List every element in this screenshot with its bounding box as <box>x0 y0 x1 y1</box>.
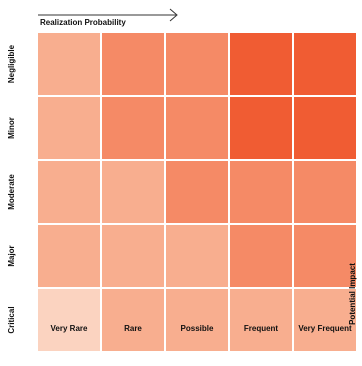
heatmap-cell <box>102 97 164 159</box>
heatmap-cell <box>102 225 164 287</box>
heatmap-cell <box>38 289 100 351</box>
heatmap-cell <box>166 33 228 95</box>
x-tick-label: Frequent <box>243 324 279 333</box>
heatmap-cell <box>38 97 100 159</box>
heatmap-cell <box>38 161 100 223</box>
x-axis-title: Realization Probability <box>40 18 126 27</box>
heatmap-cell <box>294 97 356 159</box>
x-tick-label: Possible <box>180 324 214 333</box>
heatmap-cell <box>294 161 356 223</box>
heatmap-cell <box>166 289 228 351</box>
heatmap-cell <box>230 97 292 159</box>
heatmap-cell <box>230 289 292 351</box>
x-tick-label: Very Frequent <box>298 324 352 333</box>
heatmap-cell <box>166 161 228 223</box>
heatmap-cell <box>166 97 228 159</box>
heatmap-cell <box>102 161 164 223</box>
heatmap-cell <box>38 225 100 287</box>
x-tick-label: Rare <box>124 324 142 333</box>
heatmap-cell <box>230 161 292 223</box>
heatmap-cell <box>230 225 292 287</box>
y-tick-label: Critical <box>7 306 16 334</box>
heatmap-cell <box>102 33 164 95</box>
heatmap-cell <box>294 225 356 287</box>
heatmap-cell <box>166 225 228 287</box>
heatmap-cell <box>294 33 356 95</box>
x-tick-label: Very Rare <box>50 324 88 333</box>
heatmap-cell <box>102 289 164 351</box>
heatmap-cell <box>38 33 100 95</box>
heatmap-cell <box>294 289 356 351</box>
heatmap-cell <box>230 33 292 95</box>
y-axis-title: Potential Impact <box>348 263 357 325</box>
x-axis-arrow <box>38 8 178 22</box>
